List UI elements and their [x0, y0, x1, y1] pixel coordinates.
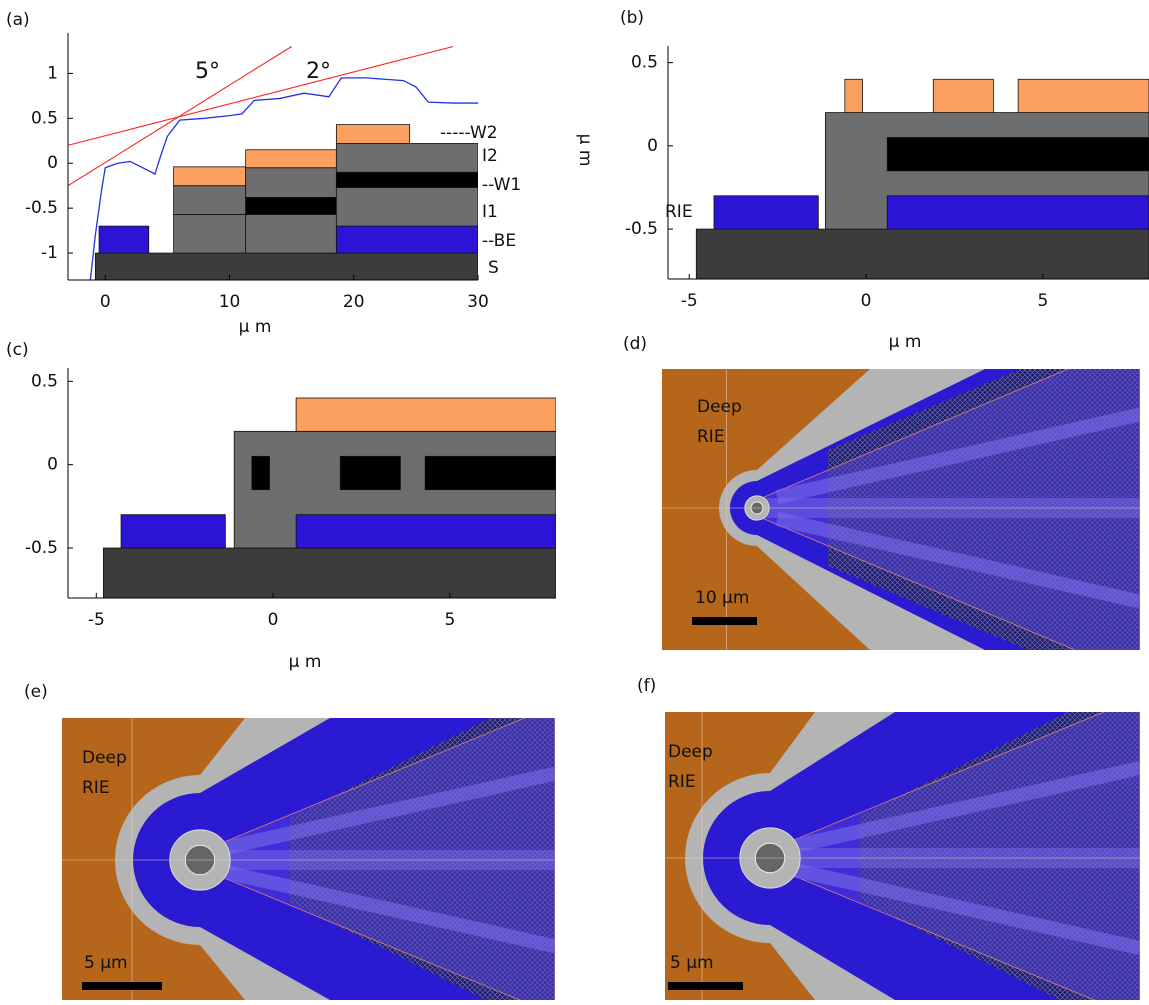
layer	[1018, 79, 1149, 112]
x-tick-label: 0	[861, 291, 872, 311]
layer-label: I2	[482, 146, 498, 166]
y-tick-label: 1	[47, 63, 58, 83]
layer	[887, 196, 1149, 229]
x-tick-label: -5	[88, 610, 105, 630]
layer	[336, 143, 478, 172]
region-label: RIE	[697, 427, 725, 447]
layer	[887, 138, 1149, 171]
layer	[336, 187, 478, 226]
layer	[336, 172, 478, 187]
layer	[714, 196, 818, 229]
panel-label: (f)	[637, 676, 656, 696]
layer	[296, 515, 556, 548]
layout-panel	[62, 686, 693, 1005]
plot-area	[696, 79, 1149, 279]
layer	[425, 456, 556, 489]
region-label: Deep	[82, 748, 127, 768]
layer	[336, 125, 409, 144]
y-tick-label: 0.5	[631, 53, 658, 73]
slope-label: 2°	[306, 59, 331, 84]
layer	[174, 167, 246, 186]
y-tick-label: -0.5	[25, 198, 58, 218]
layer	[340, 456, 400, 489]
panel-label: (b)	[620, 8, 644, 28]
layer	[252, 456, 270, 489]
region-label: Deep	[668, 742, 713, 762]
x-axis-label: μ m	[889, 332, 922, 352]
y-axis-label: μ m	[575, 134, 595, 167]
layer	[246, 214, 337, 253]
y-tick-label: 0.5	[31, 108, 58, 128]
x-tick-label: 20	[343, 292, 365, 312]
x-tick-label: 30	[467, 292, 489, 312]
x-tick-label: -5	[681, 291, 698, 311]
layer	[845, 79, 863, 112]
x-tick-label: 10	[219, 292, 241, 312]
plot-area	[68, 46, 478, 280]
layer-label: --W1	[482, 175, 521, 195]
plot-area	[103, 398, 556, 598]
layer-label: RIE	[665, 202, 693, 222]
region-label: RIE	[668, 772, 696, 792]
page: 5° 2° 0 10 20 30 -1 -0.5 0 0.5 1 (a) μ m -----W2 I2 --W…	[0, 0, 1149, 1005]
scale-bar	[692, 617, 757, 625]
figure: 5° 2° 0 10 20 30 -1 -0.5 0 0.5 1 (a) μ m -----W2 I2 --W…	[0, 0, 1149, 1005]
layout-panel	[665, 676, 1149, 1005]
layout-panel	[662, 319, 1149, 697]
layer-label: -----W2	[440, 123, 498, 143]
y-tick-label: -0.5	[625, 219, 658, 239]
x-axis-label: μ m	[239, 317, 272, 337]
layer	[336, 226, 478, 253]
layer-label: I1	[482, 202, 498, 222]
scale-bar-label: 5 μm	[84, 953, 128, 973]
slope-label: 5°	[195, 59, 220, 84]
layer	[103, 548, 556, 598]
x-axis-label: μ m	[289, 652, 322, 672]
panel-label: (a)	[6, 10, 30, 30]
panel-label: (c)	[6, 340, 29, 360]
layer	[296, 398, 556, 431]
y-tick-label: 0	[47, 153, 58, 173]
scale-bar-label: 10 μm	[695, 588, 749, 608]
panel-label: (d)	[623, 334, 647, 354]
layer	[246, 197, 337, 214]
y-tick-label: 0	[647, 136, 658, 156]
layer	[174, 186, 246, 215]
layer	[246, 168, 337, 198]
layer-label: S	[488, 258, 499, 278]
panel-label: (e)	[24, 682, 48, 702]
x-tick-label: 0	[268, 610, 279, 630]
region-label: RIE	[82, 778, 110, 798]
x-tick-label: 5	[444, 610, 455, 630]
layer	[99, 226, 149, 253]
y-tick-label: 0	[47, 455, 58, 475]
scale-bar	[668, 982, 743, 990]
layer	[246, 150, 337, 168]
x-tick-label: 5	[1037, 291, 1048, 311]
x-tick-label: 0	[100, 292, 111, 312]
layer-label: --BE	[482, 231, 516, 251]
layer	[174, 214, 246, 253]
layer	[121, 515, 225, 548]
layer	[696, 229, 1149, 279]
layer	[933, 79, 993, 112]
scale-bar	[82, 982, 162, 990]
scale-bar-label: 5 μm	[670, 953, 714, 973]
layer	[95, 253, 478, 280]
y-tick-label: -1	[41, 243, 58, 263]
y-tick-label: -0.5	[25, 538, 58, 558]
y-tick-label: 0.5	[31, 371, 58, 391]
region-label: Deep	[697, 397, 742, 417]
